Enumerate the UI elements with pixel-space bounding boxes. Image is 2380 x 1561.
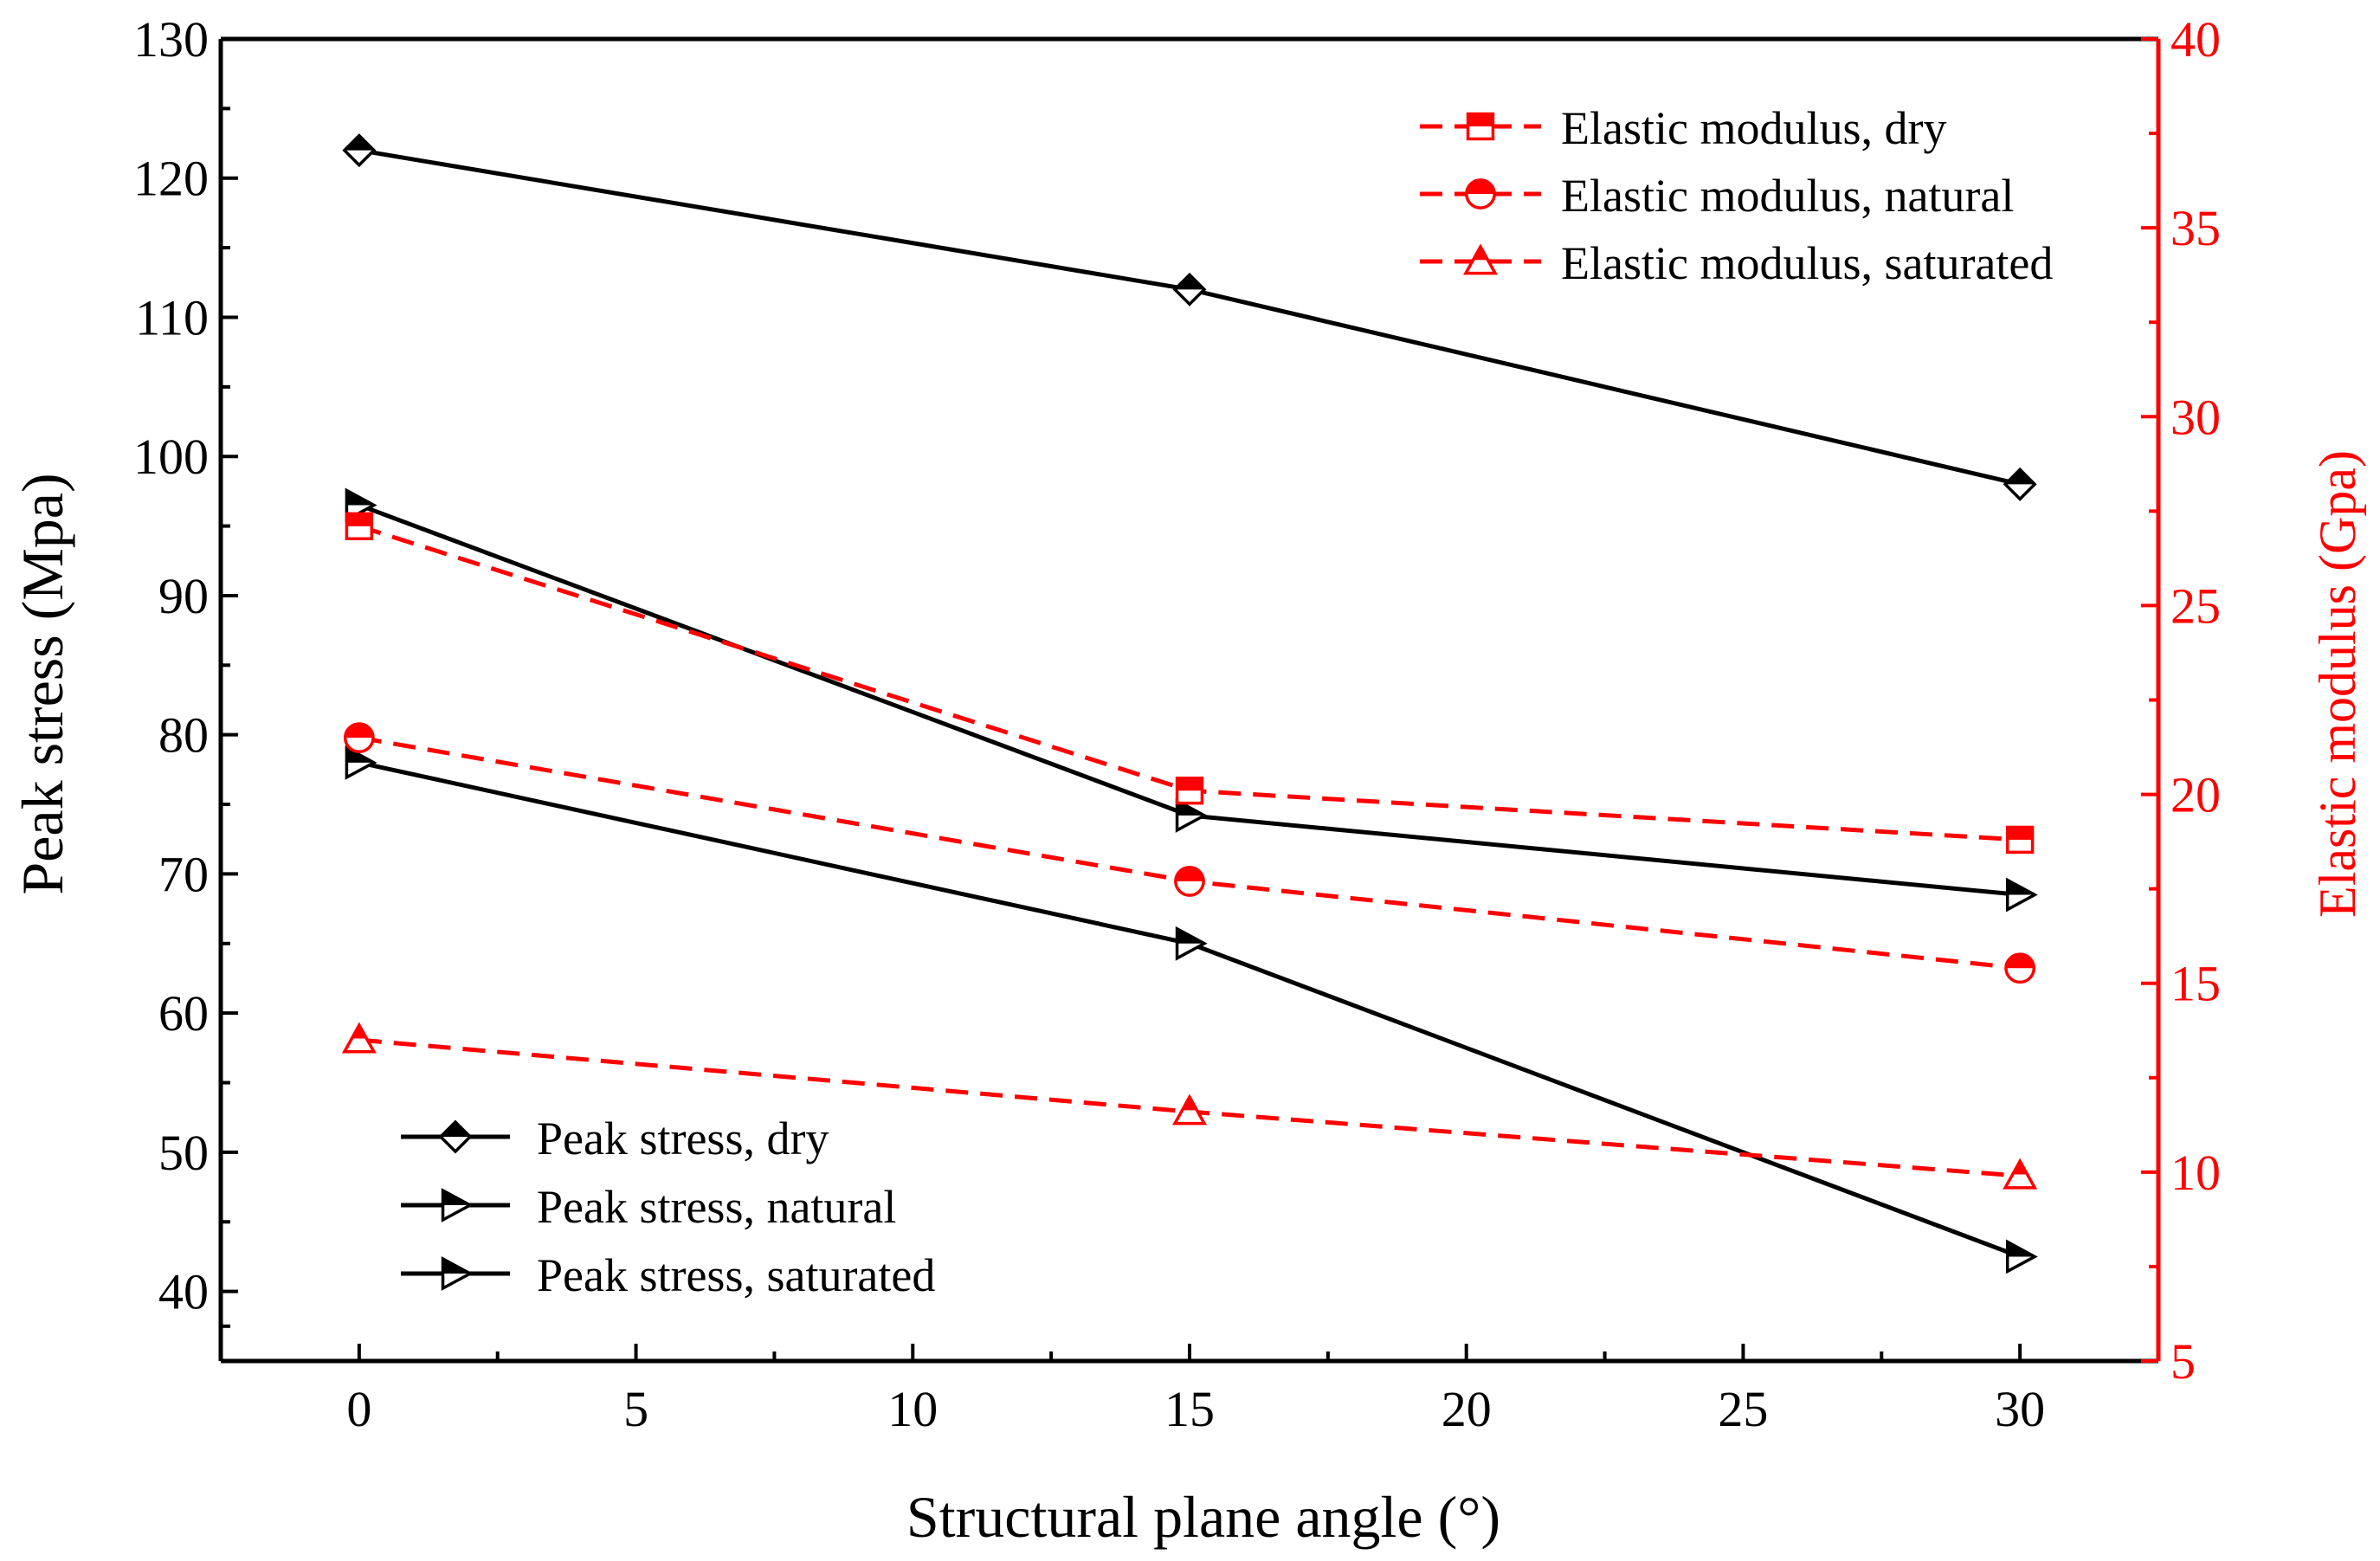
triangle-right-marker-fill — [1177, 928, 1204, 944]
triangle-right-marker-fill — [2007, 880, 2035, 895]
y-axis-right-label: Elastic modulus (Gpa) — [2309, 450, 2366, 918]
plot-frame — [218, 36, 2161, 1364]
series-peak-stress-dry — [342, 133, 2037, 501]
series-elastic-modulus-saturated — [341, 1022, 2038, 1190]
circle-marker-fill — [345, 723, 374, 739]
legend-layer: Peak stress, dry Peak stress, natural Peak… — [401, 102, 2053, 1301]
diamond-marker-fill — [1175, 274, 1204, 290]
y-left-tick-label: 60 — [158, 985, 209, 1042]
y-axis-right: 5 10 15 20 25 30 35 40 — [2141, 11, 2221, 1390]
y-right-tick-label: 20 — [2170, 767, 2221, 823]
legend-label: Elastic modulus, dry — [1561, 102, 1946, 154]
legend-label: Peak stress, dry — [537, 1113, 829, 1164]
legend-label: Elastic modulus, natural — [1561, 170, 2014, 222]
y-left-tick-label: 110 — [135, 289, 209, 345]
x-tick-label: 30 — [1995, 1381, 2045, 1437]
x-tick-label: 15 — [1164, 1381, 1215, 1437]
series-line — [358, 735, 2021, 971]
x-tick-label: 5 — [623, 1381, 648, 1437]
series-peak-stress-natural — [345, 487, 2038, 913]
diamond-marker-fill — [441, 1122, 470, 1137]
y-axis-left: 40 50 60 70 80 90 100 110 120 130 — [133, 11, 238, 1328]
triangle-marker-fill — [2012, 1161, 2028, 1175]
y-right-tick-label: 10 — [2170, 1145, 2221, 1201]
square-marker-fill — [346, 513, 372, 526]
series-layer — [341, 133, 2038, 1274]
triangle-marker-fill — [352, 1025, 367, 1039]
legend-item: Peak stress, dry — [401, 1113, 829, 1164]
triangle-right-marker-fill — [346, 490, 374, 506]
y-left-tick-label: 130 — [133, 11, 209, 68]
square-marker-fill — [2007, 827, 2033, 840]
x-tick-label: 20 — [1442, 1381, 1492, 1437]
y-left-tick-label: 40 — [158, 1264, 209, 1320]
y-left-tick-label: 70 — [158, 846, 209, 902]
triangle-right-marker-fill — [442, 1190, 470, 1205]
x-axis: 0 5 10 15 20 25 30 — [346, 1344, 2045, 1437]
series-elastic-modulus-natural — [343, 722, 2036, 984]
legend-label: Elastic modulus, saturated — [1561, 237, 2053, 289]
y-left-tick-label: 90 — [158, 568, 209, 624]
legend-item: Elastic modulus, saturated — [1420, 237, 2053, 289]
y-right-tick-label: 15 — [2170, 956, 2221, 1012]
series-peak-stress-saturated — [345, 745, 2038, 1274]
diamond-marker-fill — [2005, 469, 2035, 485]
y-left-tick-label: 120 — [133, 151, 209, 207]
series-line — [358, 503, 2021, 898]
triangle-right-marker-fill — [1177, 800, 1204, 816]
triangle-marker-fill — [1182, 1097, 1197, 1111]
triangle-right-marker-fill — [442, 1259, 470, 1274]
x-tick-label: 0 — [346, 1381, 371, 1437]
legend-label: Peak stress, saturated — [537, 1249, 935, 1301]
y-left-tick-label: 100 — [133, 429, 209, 485]
circle-marker-fill — [2005, 954, 2035, 969]
legend-item: Peak stress, saturated — [401, 1249, 935, 1301]
triangle-right-marker-fill — [346, 747, 374, 763]
x-tick-label: 10 — [887, 1381, 938, 1437]
diamond-marker-fill — [344, 135, 374, 151]
y-left-tick-label: 50 — [158, 1125, 209, 1181]
y-right-tick-label: 25 — [2170, 577, 2221, 634]
y-right-tick-label: 35 — [2170, 200, 2221, 256]
square-marker-fill — [1467, 113, 1493, 126]
triangle-right-marker-fill — [2007, 1242, 2035, 1257]
legend-label: Peak stress, natural — [537, 1181, 896, 1233]
x-tick-label: 25 — [1718, 1381, 1768, 1437]
x-axis-label: Structural plane angle (°) — [906, 1484, 1500, 1550]
legend-item: Elastic modulus, natural — [1420, 170, 2014, 222]
y-right-tick-label: 40 — [2170, 11, 2221, 68]
triangle-marker-fill — [1473, 247, 1488, 261]
legend-item: Elastic modulus, dry — [1420, 102, 1946, 154]
y-right-tick-label: 5 — [2170, 1333, 2196, 1390]
y-right-tick-label: 30 — [2170, 389, 2221, 445]
y-left-tick-label: 80 — [158, 707, 209, 764]
circle-marker-fill — [1175, 867, 1204, 881]
legend-item: Peak stress, natural — [401, 1181, 896, 1233]
y-axis-left-label: Peak stress (Mpa) — [10, 473, 75, 894]
square-marker-fill — [1177, 777, 1203, 791]
series-elastic-modulus-dry — [345, 512, 2035, 855]
circle-marker-fill — [1466, 179, 1495, 194]
